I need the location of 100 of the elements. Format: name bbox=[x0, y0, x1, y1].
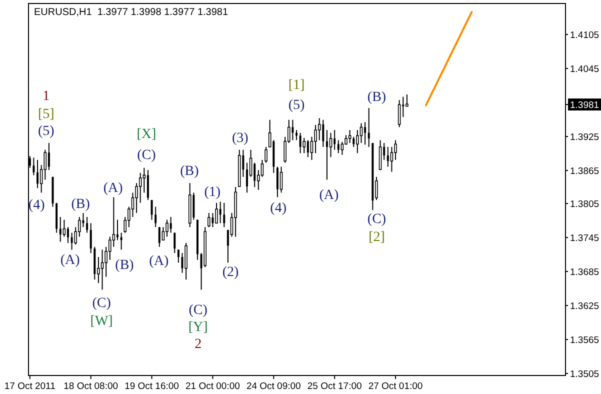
annotation: (B) bbox=[115, 258, 134, 273]
candlestick bbox=[215, 202, 218, 224]
x-tick-label: 25 Oct 17:00 bbox=[307, 381, 362, 392]
candlestick bbox=[177, 249, 180, 264]
x-tick-label: 17 Oct 2011 bbox=[4, 381, 56, 392]
candlestick bbox=[66, 226, 69, 244]
y-tick-label: 1.3805 bbox=[570, 198, 600, 210]
x-tick-label: 21 Oct 00:00 bbox=[186, 381, 240, 392]
y-tick-label: 1.3505 bbox=[570, 368, 600, 380]
candlestick bbox=[162, 226, 165, 241]
candlestick bbox=[142, 167, 146, 194]
annotation: (C) bbox=[92, 296, 112, 311]
candlestick bbox=[329, 132, 332, 158]
candlestick bbox=[302, 137, 306, 154]
candlestick bbox=[364, 122, 366, 146]
candlestick bbox=[36, 159, 39, 189]
candlestick bbox=[306, 140, 309, 158]
candlestick bbox=[138, 172, 142, 204]
annotation: (A) bbox=[149, 254, 169, 269]
annotation: [5] bbox=[38, 106, 54, 122]
candlestick bbox=[90, 222, 92, 254]
y-tick-label: 1.4045 bbox=[570, 64, 600, 75]
annotation: (B) bbox=[367, 90, 386, 105]
x-tick-label: 18 Oct 08:00 bbox=[64, 381, 118, 392]
annotation: (A) bbox=[60, 252, 80, 268]
candlestick bbox=[406, 94, 408, 107]
annotation: (4) bbox=[28, 198, 46, 213]
annotation: (5) bbox=[288, 98, 305, 113]
candlestick bbox=[394, 140, 397, 160]
annotation: (C) bbox=[188, 302, 208, 318]
candlestick bbox=[70, 232, 73, 250]
candlestick bbox=[154, 206, 157, 228]
candlestick bbox=[166, 219, 168, 238]
candlestick bbox=[32, 157, 35, 176]
candlestick bbox=[48, 142, 50, 171]
annotation: (5) bbox=[38, 124, 55, 139]
candlestick bbox=[170, 216, 172, 234]
candlestick bbox=[192, 192, 195, 220]
candlestick bbox=[264, 146, 268, 164]
annotation: (B) bbox=[71, 196, 90, 212]
candlestick bbox=[223, 202, 226, 228]
y-tick-label: 1.3981 bbox=[570, 100, 600, 111]
annotation: (C) bbox=[367, 212, 386, 227]
candlestick bbox=[260, 159, 264, 178]
candlestick bbox=[340, 141, 344, 156]
candlestick bbox=[337, 140, 340, 154]
candlestick bbox=[276, 166, 278, 198]
candlestick bbox=[116, 219, 118, 241]
annotation: [1] bbox=[288, 78, 305, 93]
y-tick-label: 1.3865 bbox=[570, 166, 600, 177]
candlestick bbox=[386, 146, 389, 168]
candlestick bbox=[59, 216, 62, 242]
candlestick bbox=[86, 216, 88, 234]
annotation: 1 bbox=[42, 88, 50, 104]
candlestick bbox=[212, 212, 214, 228]
annotation: [W] bbox=[90, 314, 113, 329]
candlestick bbox=[62, 219, 66, 238]
candlestick bbox=[314, 124, 317, 154]
x-tick-label: 19 Oct 16:00 bbox=[124, 381, 179, 392]
candlestick bbox=[398, 100, 401, 128]
candlestick bbox=[348, 130, 352, 144]
y-tick-label: 1.3625 bbox=[570, 300, 600, 312]
y-tick-label: 1.3925 bbox=[570, 132, 600, 143]
candlestick bbox=[254, 162, 256, 188]
annotation: (C) bbox=[137, 148, 156, 163]
annotation: (A) bbox=[103, 180, 124, 196]
y-tick-label: 1.3565 bbox=[570, 334, 600, 346]
candlestick bbox=[378, 140, 382, 171]
annotation: [2] bbox=[368, 230, 385, 245]
candlestick bbox=[184, 242, 188, 280]
annotation: [Y] bbox=[188, 320, 208, 335]
candlestick bbox=[219, 201, 222, 224]
candlestick bbox=[299, 132, 302, 154]
candlestick bbox=[158, 226, 160, 248]
annotation: (3) bbox=[232, 130, 249, 146]
annotation: (1) bbox=[204, 184, 221, 200]
y-tick-label: 1.4105 bbox=[570, 30, 600, 41]
candlestick bbox=[174, 232, 176, 254]
candlestick bbox=[368, 107, 370, 148]
chart-title: EURUSD,H1 1.3977 1.3998 1.3977 1.3981 bbox=[34, 7, 228, 18]
annotation: 2 bbox=[194, 336, 202, 352]
candlestick bbox=[146, 170, 149, 201]
candlestick bbox=[326, 130, 328, 180]
candlestick bbox=[292, 119, 294, 141]
candlestick bbox=[150, 200, 153, 220]
annotation: (4) bbox=[270, 200, 287, 216]
annotation: (B) bbox=[180, 164, 200, 179]
candlestick bbox=[390, 146, 394, 172]
candlestick bbox=[352, 136, 355, 148]
x-tick-label: 24 Oct 09:00 bbox=[246, 381, 301, 392]
candlestick bbox=[334, 130, 336, 150]
x-tick-label: 27 Oct 01:00 bbox=[368, 381, 423, 392]
y-tick-label: 1.3745 bbox=[570, 232, 600, 244]
candlestick bbox=[246, 162, 248, 194]
annotation: (2) bbox=[222, 264, 240, 280]
candlestick bbox=[322, 119, 324, 148]
annotation: [X] bbox=[136, 126, 156, 142]
y-tick-label: 1.3685 bbox=[570, 266, 600, 278]
candlestick bbox=[208, 212, 210, 228]
annotation: (A) bbox=[319, 188, 340, 203]
